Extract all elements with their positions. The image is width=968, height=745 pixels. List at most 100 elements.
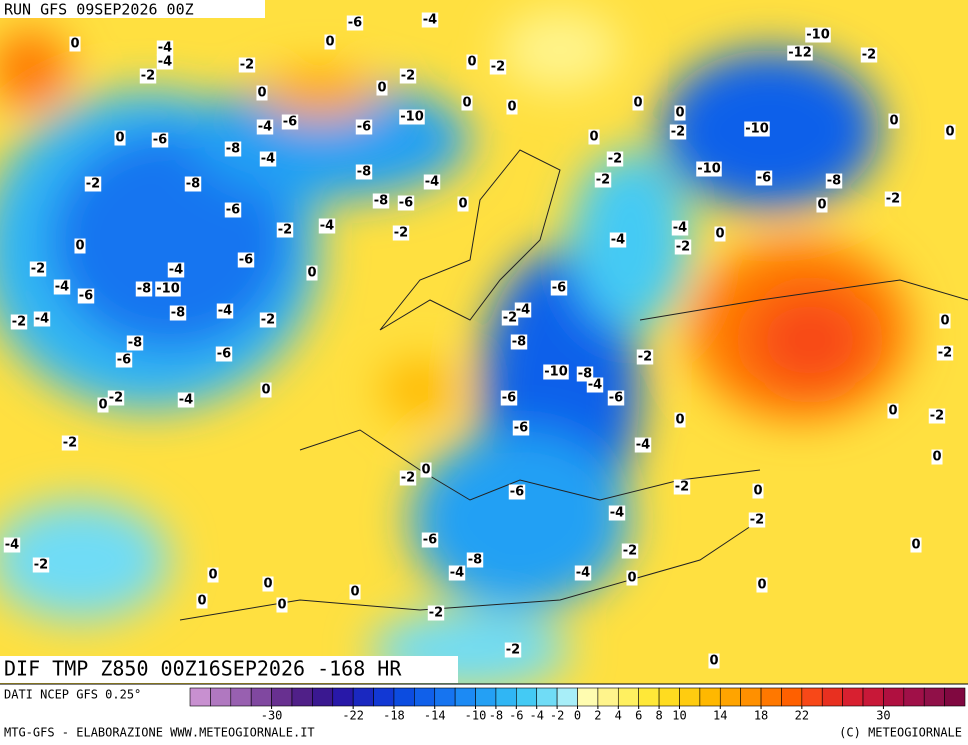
contour-label: 0 (115, 131, 124, 146)
contour-label-bg (626, 570, 638, 586)
contour-label-bg (324, 34, 336, 50)
contour-label: -10 (745, 122, 769, 137)
contour-label-bg (669, 124, 687, 140)
contour-label: -4 (179, 393, 193, 408)
contour-label: 0 (277, 598, 286, 613)
contour-label-bg (135, 281, 153, 297)
contour-label-bg (156, 40, 174, 56)
contour-label: -2 (261, 313, 275, 328)
contour-label-bg (346, 15, 364, 31)
contour-label-bg (262, 576, 274, 592)
contour-label-bg (177, 392, 195, 408)
contour-label-bg (674, 239, 692, 255)
contour-label: -8 (226, 142, 240, 157)
contour-label: -2 (638, 350, 652, 365)
colorbar-swatch (230, 687, 252, 707)
contour-label: -4 (158, 41, 172, 56)
colorbar-swatch (495, 687, 517, 707)
contour-label: -4 (158, 55, 172, 70)
contour-label: -4 (450, 566, 464, 581)
contour-label: -6 (552, 281, 566, 296)
contour-label: 0 (458, 197, 467, 212)
contour-label: 0 (627, 571, 636, 586)
colorbar-swatch (352, 687, 374, 707)
contour-label-bg (260, 382, 272, 398)
contour-label-bg (755, 170, 773, 186)
contour-label: 0 (633, 96, 642, 111)
contour-label: -2 (671, 125, 685, 140)
contour-label-bg (69, 36, 81, 52)
contour-label: 0 (753, 484, 762, 499)
contour-label: 0 (98, 398, 107, 413)
contour-label-bg (97, 397, 109, 413)
contour-label-bg (550, 280, 568, 296)
contour-label-bg (594, 172, 612, 188)
contour-label-bg (281, 114, 299, 130)
contour-label-bg (184, 176, 202, 192)
colorbar-swatch (556, 687, 578, 707)
contour-label-bg (448, 565, 466, 581)
contour-label-bg (671, 220, 689, 236)
contour-label: -2 (401, 69, 415, 84)
contour-label: -4 (636, 438, 650, 453)
colorbar-tick-label: -4 (529, 709, 543, 723)
contour-label: -4 (258, 120, 272, 135)
contour-label: 0 (70, 37, 79, 52)
contour-label-bg (392, 225, 410, 241)
contour-label: 0 (715, 227, 724, 242)
contour-label: -4 (576, 566, 590, 581)
contour-label: -2 (862, 48, 876, 63)
contour-label: -6 (226, 203, 240, 218)
colorbar-tick-label: -14 (424, 709, 446, 723)
contour-label-bg (744, 121, 770, 137)
contour-label: -10 (697, 162, 721, 177)
colorbar-tick-label: 6 (635, 709, 642, 723)
contour-label-bg (606, 151, 624, 167)
contour-label: -4 (169, 263, 183, 278)
contour-label-bg (397, 195, 415, 211)
contour-label: -4 (673, 221, 687, 236)
contour-label: -10 (544, 365, 568, 380)
contour-label-bg (748, 512, 766, 528)
contour-label: -6 (514, 421, 528, 436)
contour-label-bg (196, 593, 208, 609)
colorbar-tick-label: 18 (754, 709, 768, 723)
contour-label: -2 (930, 409, 944, 424)
contour-label-bg (427, 605, 445, 621)
contour-label: -4 (611, 233, 625, 248)
contour-label-bg (114, 130, 126, 146)
contour-label: -2 (12, 315, 26, 330)
contour-label-bg (609, 232, 627, 248)
contour-label: 0 (257, 86, 266, 101)
contour-label-bg (928, 408, 946, 424)
map-field (0, 0, 968, 684)
contour-label-bg (84, 176, 102, 192)
contour-label: 0 (911, 538, 920, 553)
contour-label-bg (574, 565, 592, 581)
contour-label-bg (207, 567, 219, 583)
colorbar-swatch (271, 687, 293, 707)
contour-label: -2 (34, 558, 48, 573)
contour-label: -4 (35, 312, 49, 327)
contour-label-bg (139, 68, 157, 84)
contour-label-bg (936, 345, 954, 361)
contour-label: 0 (197, 594, 206, 609)
contour-label-bg (421, 12, 439, 28)
contour-label: -4 (320, 219, 334, 234)
contour-label-bg (457, 196, 469, 212)
contour-label-bg (501, 310, 519, 326)
contour-label: -4 (516, 303, 530, 318)
contour-label-bg (508, 484, 526, 500)
contour-label-bg (510, 334, 528, 350)
colorbar-swatch (332, 687, 354, 707)
contour-label: -6 (217, 347, 231, 362)
contour-label: -10 (400, 110, 424, 125)
colorbar-swatch (536, 687, 558, 707)
contour-label-bg (673, 479, 691, 495)
colorbar-tick-label: 14 (713, 709, 727, 723)
colorbar-tick-label: -10 (465, 709, 487, 723)
contour-label: -2 (675, 480, 689, 495)
contour-label: -2 (278, 223, 292, 238)
colorbar-tick-label: 0 (574, 709, 581, 723)
contour-label: 0 (932, 450, 941, 465)
